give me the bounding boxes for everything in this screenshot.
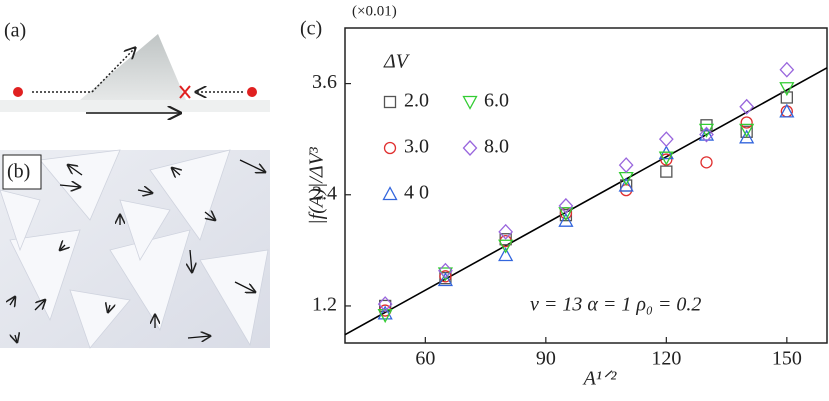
plot-frame <box>344 27 828 344</box>
marker-triangle-down <box>779 82 795 97</box>
marker-circle <box>439 270 452 283</box>
multiplier: (×0.01) <box>352 3 397 19</box>
marker-triangle-up <box>618 177 634 192</box>
y-tick-label: 2.4 <box>312 182 337 204</box>
legend-label: 4 0 <box>404 182 429 204</box>
panel-label: (b) <box>7 161 30 183</box>
x-tick-label: 90 <box>536 348 556 370</box>
marker-square <box>780 91 793 104</box>
x-tick-label: 60 <box>415 348 435 370</box>
marker-diamond <box>558 197 574 214</box>
marker-triangle-up <box>382 186 398 201</box>
marker-diamond <box>462 140 478 156</box>
marker-diamond <box>739 98 755 115</box>
marker-triangle-up <box>558 212 574 227</box>
cross <box>179 85 191 99</box>
marker-triangle-up <box>377 305 393 320</box>
marker-diamond <box>699 126 714 143</box>
marker-triangle-down <box>739 123 755 138</box>
marker-diamond <box>438 262 453 279</box>
obstacle <box>80 34 186 100</box>
marker-triangle-up <box>437 272 454 287</box>
panel-a: (a) <box>0 20 270 113</box>
particle <box>13 87 23 97</box>
fit-line <box>344 67 828 336</box>
label-box <box>2 154 42 190</box>
particle <box>247 87 257 97</box>
legend-label: 2.0 <box>404 90 429 112</box>
marker-diamond <box>618 157 634 174</box>
marker-triangle-down <box>658 151 674 166</box>
x-tick-label: 120 <box>651 348 681 370</box>
marker-square <box>660 165 673 178</box>
marker-circle <box>383 141 397 155</box>
legend-label: 8.0 <box>484 136 509 158</box>
dotted-arrow <box>32 48 135 93</box>
legend-title: ΔV <box>383 51 411 73</box>
marker-triangle-down <box>498 239 514 254</box>
marker-circle <box>700 156 713 169</box>
legend-label: 3.0 <box>404 136 429 158</box>
marker-triangle-up <box>698 126 715 141</box>
marker-diamond <box>498 223 514 240</box>
marker-triangle-down <box>558 207 574 222</box>
marker-triangle-up <box>739 129 755 144</box>
ground <box>0 100 270 112</box>
marker-diamond <box>377 296 393 313</box>
x-axis-label: A¹ᐟ² <box>582 368 618 390</box>
marker-triangle-up <box>498 247 514 262</box>
marker-diamond <box>658 131 674 148</box>
marker-triangle-down <box>377 309 393 324</box>
marker-circle <box>740 116 753 129</box>
x-tick-label: 150 <box>772 348 802 370</box>
panel-label: (c) <box>300 18 322 40</box>
y-tick-label: 3.6 <box>312 71 337 93</box>
legend-label: 6.0 <box>484 90 509 112</box>
marker-triangle-up <box>779 103 795 118</box>
marker-triangle-down <box>462 95 478 110</box>
marker-square <box>383 95 397 109</box>
y-tick-label: 1.2 <box>312 294 337 316</box>
annotation: v = 13 α = 1 ρ₀ = 0.2 <box>530 294 701 316</box>
panel-b: (b) <box>0 149 270 349</box>
y-axis-label: |f(A)|/ΔV³ <box>306 146 328 225</box>
panel-label: (a) <box>4 20 26 42</box>
marker-diamond <box>779 61 795 78</box>
